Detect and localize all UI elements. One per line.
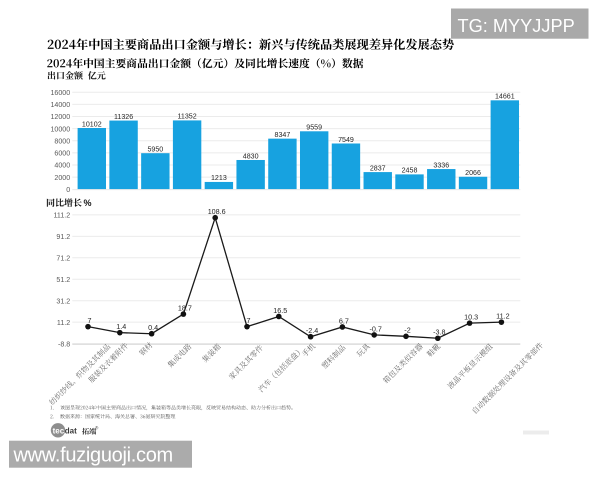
svg-text:10102: 10102 bbox=[82, 120, 102, 128]
svg-text:TG: MYYJJPP: TG: MYYJJPP bbox=[458, 16, 575, 36]
svg-text:dat: dat bbox=[65, 426, 77, 435]
svg-text:111.2: 111.2 bbox=[53, 212, 70, 220]
svg-text:12000: 12000 bbox=[50, 113, 70, 121]
svg-text:11.2: 11.2 bbox=[496, 312, 509, 321]
svg-text:8000: 8000 bbox=[54, 137, 70, 145]
svg-text:7: 7 bbox=[247, 316, 251, 325]
svg-text:7549: 7549 bbox=[338, 136, 354, 144]
svg-text:16.5: 16.5 bbox=[273, 306, 287, 315]
svg-text:-0.7: -0.7 bbox=[370, 324, 382, 333]
svg-text:11352: 11352 bbox=[178, 113, 197, 121]
svg-text:3336: 3336 bbox=[433, 161, 449, 169]
svg-text:10000: 10000 bbox=[50, 125, 70, 133]
svg-text:14000: 14000 bbox=[50, 101, 70, 109]
svg-text:2837: 2837 bbox=[370, 164, 386, 172]
svg-text:5950: 5950 bbox=[147, 145, 163, 153]
svg-text:51.2: 51.2 bbox=[56, 276, 70, 284]
svg-text:11.2: 11.2 bbox=[57, 319, 70, 327]
svg-text:4830: 4830 bbox=[243, 152, 259, 160]
svg-text:18.7: 18.7 bbox=[178, 304, 192, 313]
svg-text:2458: 2458 bbox=[402, 167, 418, 175]
svg-text:www.fuziguoji.com: www.fuziguoji.com bbox=[13, 444, 173, 466]
svg-text:6000: 6000 bbox=[54, 150, 70, 158]
svg-text:31.2: 31.2 bbox=[56, 297, 70, 305]
svg-text:2000: 2000 bbox=[54, 174, 70, 182]
svg-text:2066: 2066 bbox=[465, 169, 481, 177]
svg-text:91.2: 91.2 bbox=[56, 233, 70, 241]
svg-text:0.4: 0.4 bbox=[148, 323, 158, 332]
svg-text:1213: 1213 bbox=[211, 174, 227, 182]
svg-text:10.3: 10.3 bbox=[464, 313, 478, 322]
svg-text:-2: -2 bbox=[404, 326, 410, 335]
svg-text:1.4: 1.4 bbox=[116, 322, 126, 331]
svg-text:8347: 8347 bbox=[275, 131, 291, 139]
svg-text:11326: 11326 bbox=[114, 113, 133, 121]
svg-text:71.2: 71.2 bbox=[56, 255, 70, 263]
svg-text:16000: 16000 bbox=[50, 89, 70, 97]
svg-text:6.7: 6.7 bbox=[339, 316, 349, 325]
svg-text:-3.8: -3.8 bbox=[433, 328, 445, 337]
svg-text:7: 7 bbox=[88, 316, 92, 325]
svg-text:%: % bbox=[84, 198, 92, 208]
svg-text:tec: tec bbox=[53, 426, 65, 435]
svg-text:4000: 4000 bbox=[54, 162, 70, 170]
svg-text:9559: 9559 bbox=[306, 124, 322, 132]
svg-text:-8.8: -8.8 bbox=[58, 340, 70, 348]
svg-text:0: 0 bbox=[66, 186, 70, 194]
svg-text:14661: 14661 bbox=[495, 93, 515, 101]
svg-text:-2.4: -2.4 bbox=[306, 326, 318, 335]
svg-text:®: ® bbox=[95, 424, 99, 430]
svg-text:108.6: 108.6 bbox=[208, 207, 226, 216]
